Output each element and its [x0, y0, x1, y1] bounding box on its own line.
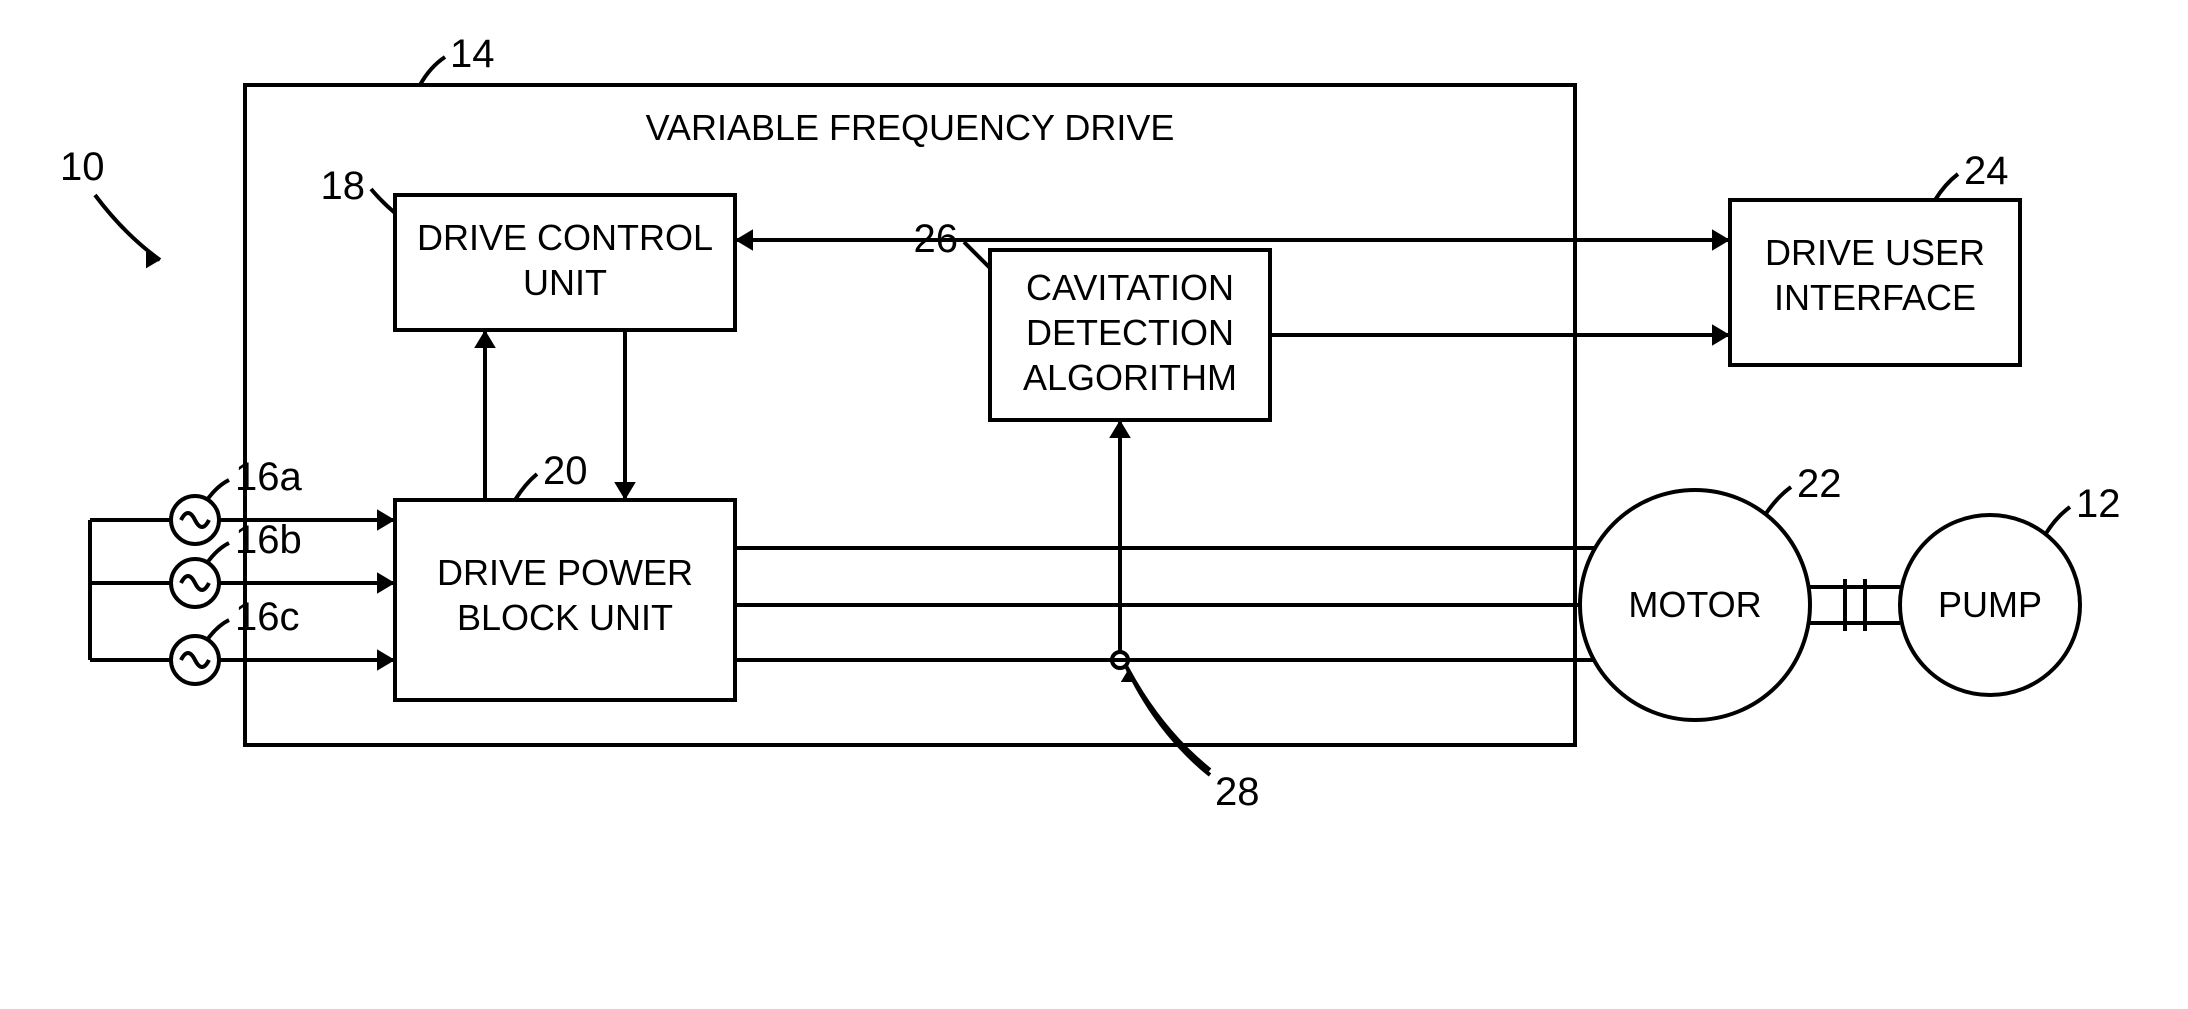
ref-16a: 16a [235, 455, 302, 499]
dui-l1: DRIVE USER [1765, 232, 1985, 273]
vfd-title: VARIABLE FREQUENCY DRIVE [646, 107, 1175, 148]
ref-18: 18 [321, 164, 366, 208]
cavitation-l3: ALGORITHM [1023, 357, 1237, 398]
ref-14: 14 [450, 32, 495, 76]
ref-24: 24 [1964, 149, 2009, 193]
ref-20: 20 [543, 449, 588, 493]
drive-control-label1: DRIVE CONTROL [417, 217, 713, 258]
drive-power-l2: BLOCK UNIT [457, 597, 673, 638]
drive-power-l1: DRIVE POWER [437, 552, 693, 593]
system-ref: 10 [60, 145, 105, 189]
vfd-frame [245, 85, 1575, 745]
ref-28: 28 [1215, 770, 1260, 814]
ref-16c: 16c [235, 595, 300, 639]
ref-22: 22 [1797, 462, 1842, 506]
cavitation-l1: CAVITATION [1026, 267, 1234, 308]
dui-l2: INTERFACE [1774, 277, 1976, 318]
ref-16b: 16b [235, 518, 302, 562]
pump-label: PUMP [1938, 584, 2042, 625]
cavitation-l2: DETECTION [1026, 312, 1234, 353]
motor-label: MOTOR [1628, 584, 1761, 625]
drive-control-label2: UNIT [523, 262, 607, 303]
ref-12: 12 [2076, 482, 2121, 526]
